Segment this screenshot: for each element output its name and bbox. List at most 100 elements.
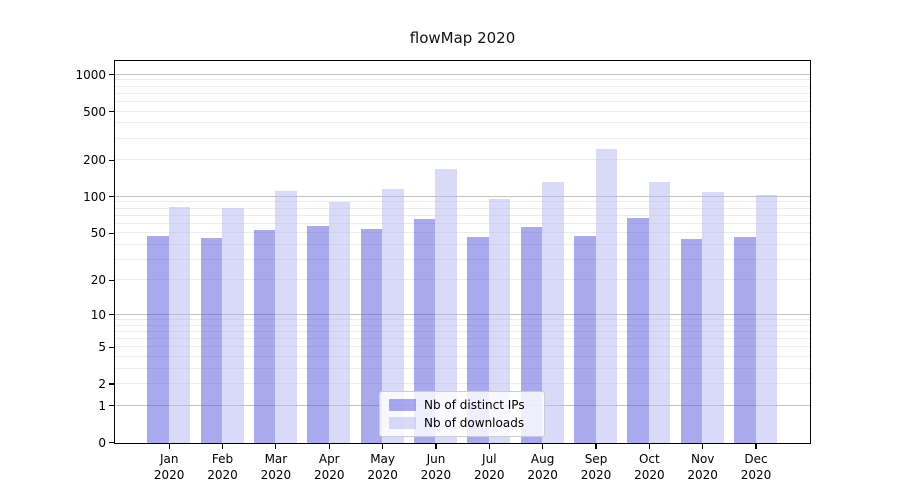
bar-downloads-jun (435, 169, 457, 443)
bar-distinct-ips-jan (147, 235, 169, 443)
gridline-major (115, 195, 810, 197)
bar-distinct-ips-feb (200, 238, 223, 443)
y-tick-label: 2 (98, 377, 106, 391)
y-tick-label: 5 (98, 340, 106, 355)
gridline-minor (115, 258, 810, 260)
bar-distinct-ips-dec (734, 236, 756, 443)
y-tick-label: 100 (83, 189, 106, 204)
y-tickmark (109, 196, 114, 198)
y-tick-label: 0 (98, 435, 106, 450)
y-tickmark (109, 383, 114, 385)
bar-downloads-aug (542, 182, 564, 443)
y-tick-label: 20 (90, 273, 106, 288)
gridline-minor (115, 201, 810, 203)
gridline-major (115, 313, 810, 315)
y-tick-label: 10 (90, 307, 106, 322)
x-tick-label: Dec 2020 (740, 452, 772, 482)
x-tickmark (221, 444, 224, 449)
gridline-minor (115, 79, 810, 81)
legend: Nb of distinct IPs Nb of downloads (379, 391, 545, 437)
bar-downloads-apr (328, 201, 351, 443)
bar-distinct-ips-oct (627, 218, 649, 443)
bar-downloads-dec (755, 195, 778, 443)
y-tick-label: 50 (90, 226, 106, 241)
bar-downloads-jul (488, 199, 511, 443)
bar-downloads-mar (275, 191, 297, 443)
x-tickmark (275, 444, 277, 449)
gridline-minor (115, 92, 810, 94)
x-tickmark (328, 444, 330, 449)
gridline-minor (115, 214, 810, 216)
y-tickmark (109, 314, 114, 316)
x-tick-label: Nov 2020 (687, 452, 718, 482)
y-tick-label: 1 (98, 398, 106, 413)
bar-downloads-feb (222, 207, 244, 443)
x-tick-label: Sep 2020 (580, 452, 612, 482)
x-tickmark (595, 444, 597, 449)
legend-swatch-distinct-ips (389, 399, 416, 411)
bar-downloads-jan (168, 206, 191, 443)
chart-title: flowMap 2020 (409, 29, 516, 47)
gridline-minor (115, 110, 810, 112)
gridline-major (115, 73, 810, 75)
legend-swatch-downloads (389, 417, 416, 429)
y-tick-label: 1000 (75, 67, 106, 82)
gridline-minor (115, 318, 810, 320)
y-tick-label: 500 (83, 104, 106, 119)
bar-downloads-nov (702, 192, 724, 443)
gridline-minor (115, 232, 810, 234)
x-tickmark (488, 444, 490, 449)
x-tick-label: Apr 2020 (313, 452, 345, 482)
gridline-minor (115, 346, 810, 348)
gridline-minor (115, 122, 810, 124)
bar-distinct-ips-jun (413, 219, 436, 443)
y-tickmark (109, 441, 114, 444)
gridline-minor (115, 324, 810, 326)
gridline-minor (115, 383, 810, 384)
x-tick-label: May 2020 (367, 452, 398, 482)
gridline-minor (115, 85, 810, 87)
gridline-minor (115, 279, 810, 281)
x-tick-label: Feb 2020 (207, 452, 238, 482)
gridline-minor (115, 137, 810, 139)
gridline-minor (115, 207, 810, 209)
gridline-minor (115, 100, 810, 102)
bar-distinct-ips-mar (253, 229, 276, 443)
y-tickmark (109, 74, 114, 76)
plot-area: Nb of distinct IPs Nb of downloads (114, 60, 811, 444)
legend-entry-distinct-ips: Nb of distinct IPs (389, 397, 535, 413)
x-tick-label: Aug 2020 (527, 452, 558, 482)
x-tick-label: Jul 2020 (474, 452, 505, 482)
y-tickmark (109, 159, 114, 161)
bar-distinct-ips-may (360, 228, 383, 443)
y-tickmark (109, 346, 114, 348)
x-tickmark (435, 444, 437, 449)
gridline-minor (115, 355, 810, 357)
y-tickmark (109, 279, 114, 281)
bar-downloads-may (382, 188, 404, 443)
bar-distinct-ips-nov (680, 239, 703, 443)
y-tickmark (109, 405, 114, 407)
x-tickmark (648, 444, 650, 449)
x-tick-label: Jun 2020 (420, 452, 452, 482)
gridline-minor (115, 243, 810, 245)
gridline-minor (115, 337, 810, 339)
y-tickmark (109, 110, 114, 113)
bar-distinct-ips-sep (574, 235, 596, 443)
gridline-minor (115, 159, 810, 161)
x-tick-label: Jan 2020 (153, 452, 185, 482)
bar-distinct-ips-aug (520, 226, 543, 443)
y-tickmark (109, 232, 114, 234)
x-tickmark (168, 444, 170, 449)
x-tickmark (755, 444, 757, 449)
bar-downloads-oct (648, 181, 671, 443)
x-tick-label: Oct 2020 (634, 452, 665, 482)
x-tickmark (542, 444, 544, 449)
x-tick-label: Mar 2020 (260, 452, 292, 482)
bar-downloads-sep (595, 148, 617, 443)
legend-label-downloads: Nb of downloads (424, 416, 525, 430)
x-tickmark (382, 444, 384, 449)
x-tickmark (702, 444, 704, 449)
legend-entry-downloads: Nb of downloads (389, 415, 535, 431)
